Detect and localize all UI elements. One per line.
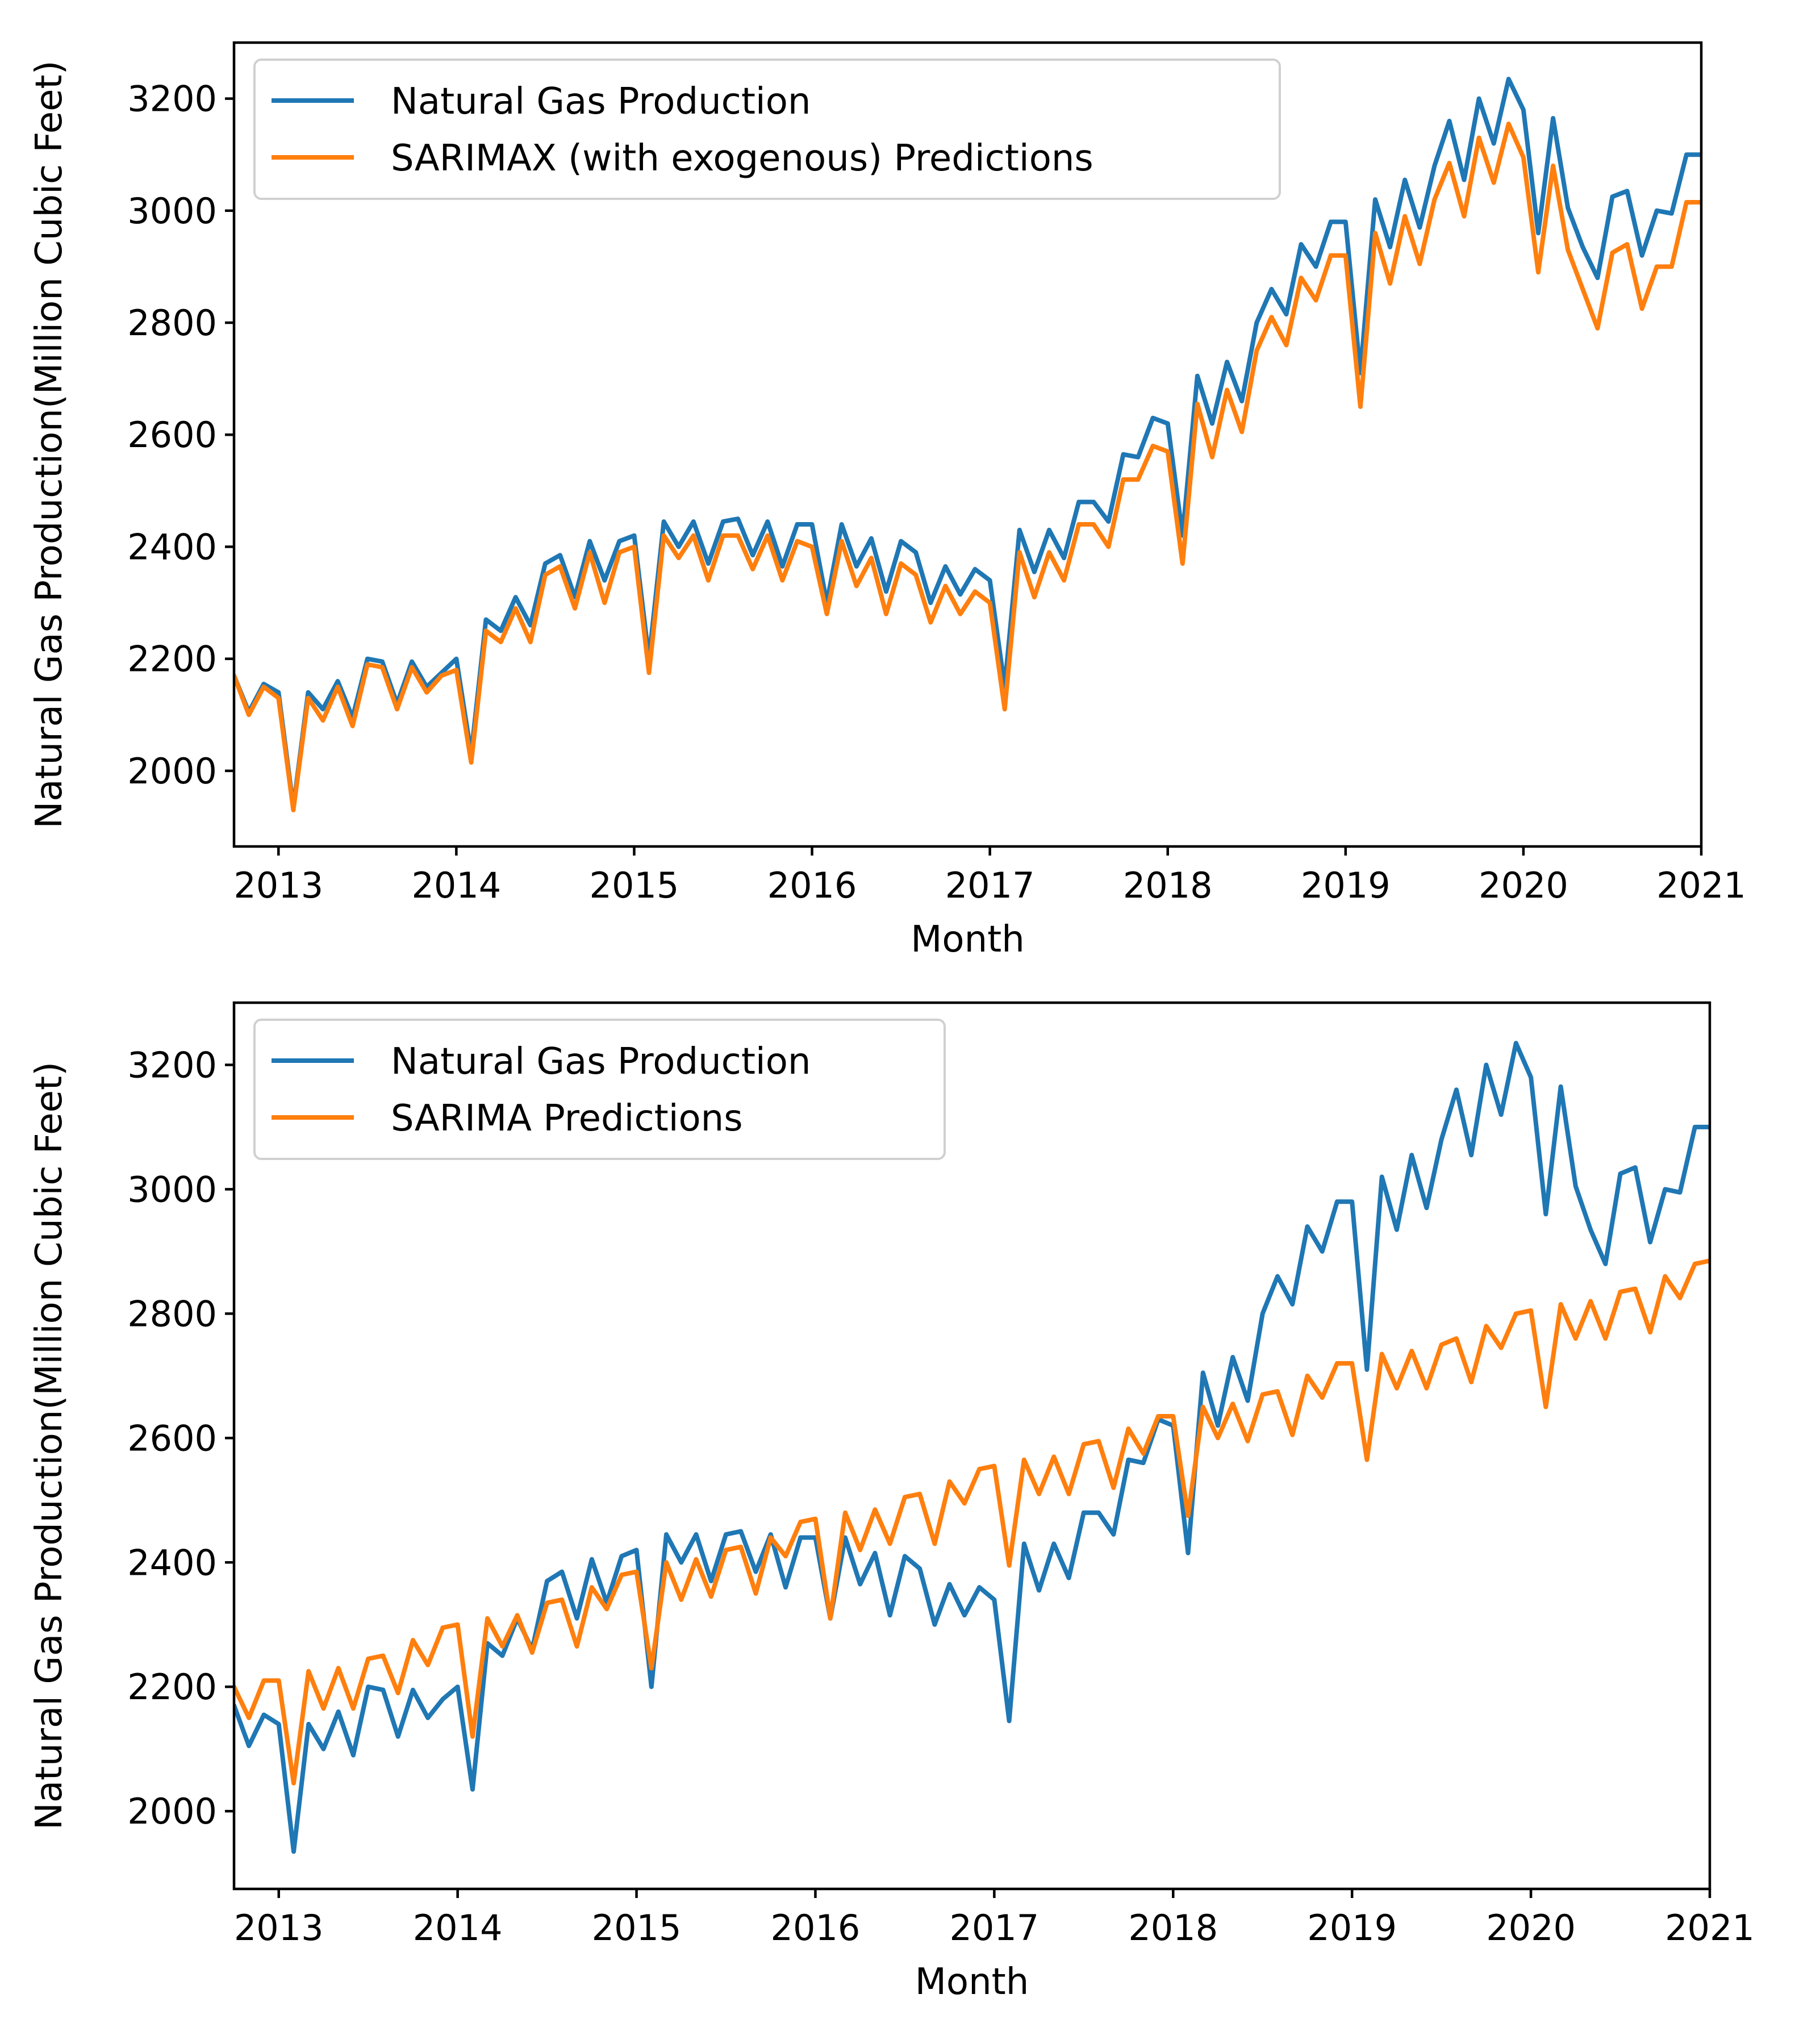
legend-label: Natural Gas Production [391, 1041, 811, 1083]
legend-label: SARIMA Predictions [391, 1098, 743, 1140]
y-tick-label: 2600 [127, 414, 217, 456]
x-tick-label: 2020 [1479, 865, 1568, 906]
x-tick-label: 2015 [592, 1907, 682, 1949]
x-tick-label: 2019 [1307, 1907, 1397, 1949]
chart-panel-1: 2013 2014 2015 2016 2017 2018 2019 2020 2021 2000… [28, 41, 1746, 961]
x-tick-label: 2015 [590, 865, 679, 906]
y-tick-label: 3000 [127, 1169, 217, 1210]
series-line-2 [234, 122, 1701, 812]
y-tick-label: 2800 [127, 1293, 217, 1334]
plot-area [232, 1001, 1711, 1891]
y-tick-label: 2400 [127, 1542, 217, 1583]
y-tick-label: 2200 [127, 639, 217, 680]
x-tick-label: 2014 [411, 865, 501, 906]
legend-box [253, 59, 1281, 200]
x-axis-label: Month [915, 1961, 1029, 2003]
x-tick-label: 2019 [1301, 865, 1391, 906]
x-tick-label: 2017 [949, 1907, 1039, 1949]
x-axis-label: Month [911, 919, 1025, 961]
y-tick-label: 2400 [127, 526, 217, 568]
series-line-2 [234, 1258, 1710, 1786]
legend-label: Natural Gas Production [391, 81, 811, 123]
series-line-1 [234, 1041, 1710, 1854]
y-axis-label: Natural Gas Production(Million Cubic Fee… [28, 1062, 70, 1830]
x-tick-label: 2016 [767, 865, 857, 906]
chart-panel-2: 2013 2014 2015 2016 2017 2018 2019 2020 2021 2000… [28, 1001, 1755, 2003]
legend: Natural Gas Production SARIMAX (with exog… [253, 59, 1281, 200]
y-tick-label: 2200 [127, 1666, 217, 1708]
x-tick-label: 2013 [234, 1907, 324, 1949]
y-tick-label: 2000 [127, 750, 217, 792]
x-tick-label: 2017 [945, 865, 1035, 906]
legend: Natural Gas Production SARIMA Predictions [253, 1019, 946, 1160]
x-tick-label: 2013 [233, 865, 323, 906]
plot-area [232, 41, 1703, 848]
x-tick-label: 2018 [1128, 1907, 1218, 1949]
x-tick-label: 2021 [1656, 865, 1746, 906]
legend-box [253, 1019, 946, 1160]
x-tick-label: 2018 [1123, 865, 1213, 906]
x-tick-label: 2016 [771, 1907, 861, 1949]
legend-label: SARIMAX (with exogenous) Predictions [391, 137, 1093, 180]
y-tick-label: 2000 [127, 1791, 217, 1832]
y-tick-label: 3200 [127, 1044, 217, 1086]
y-axis-label: Natural Gas Production(Million Cubic Fee… [28, 60, 70, 828]
x-tick-label: 2014 [413, 1907, 503, 1949]
y-tick-label: 2600 [127, 1417, 217, 1459]
x-tick-label: 2020 [1486, 1907, 1576, 1949]
x-tick-label: 2021 [1665, 1907, 1755, 1949]
y-tick-label: 3000 [127, 190, 217, 232]
y-tick-label: 3200 [127, 78, 217, 120]
y-tick-label: 2800 [127, 302, 217, 344]
